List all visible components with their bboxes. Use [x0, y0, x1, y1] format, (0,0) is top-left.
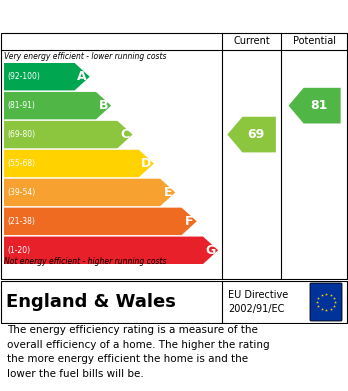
Polygon shape — [4, 63, 90, 90]
Polygon shape — [288, 88, 341, 124]
Polygon shape — [4, 179, 175, 206]
Text: A: A — [77, 70, 87, 83]
Text: Very energy efficient - lower running costs: Very energy efficient - lower running co… — [4, 52, 166, 61]
Text: (1-20): (1-20) — [7, 246, 30, 255]
Text: EU Directive
2002/91/EC: EU Directive 2002/91/EC — [228, 290, 288, 314]
Text: 69: 69 — [247, 128, 265, 141]
Polygon shape — [4, 121, 133, 148]
Polygon shape — [227, 117, 276, 152]
Text: (21-38): (21-38) — [7, 217, 35, 226]
Polygon shape — [4, 92, 111, 119]
Text: England & Wales: England & Wales — [6, 293, 176, 311]
Text: (69-80): (69-80) — [7, 130, 35, 139]
Text: G: G — [205, 244, 216, 257]
Text: 81: 81 — [310, 99, 328, 112]
Polygon shape — [4, 237, 218, 264]
Text: (39-54): (39-54) — [7, 188, 35, 197]
Text: Potential: Potential — [293, 36, 336, 46]
Text: B: B — [99, 99, 108, 112]
Text: E: E — [164, 186, 172, 199]
Text: C: C — [120, 128, 129, 141]
Polygon shape — [4, 208, 197, 235]
Text: (92-100): (92-100) — [7, 72, 40, 81]
Text: Energy Efficiency Rating: Energy Efficiency Rating — [8, 9, 229, 23]
Text: (55-68): (55-68) — [7, 159, 35, 168]
Text: The energy efficiency rating is a measure of the
overall efficiency of a home. T: The energy efficiency rating is a measur… — [7, 325, 270, 378]
Text: Current: Current — [233, 36, 270, 46]
Text: F: F — [185, 215, 193, 228]
Text: (81-91): (81-91) — [7, 101, 35, 110]
Text: Not energy efficient - higher running costs: Not energy efficient - higher running co… — [4, 257, 166, 266]
Text: D: D — [141, 157, 151, 170]
FancyBboxPatch shape — [310, 283, 342, 321]
Polygon shape — [4, 150, 154, 177]
